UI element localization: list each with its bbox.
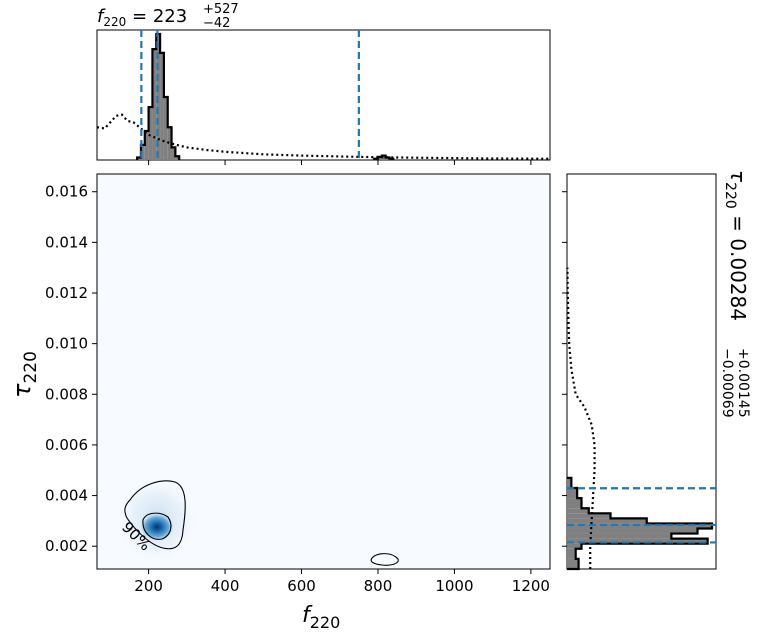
y-tick-label-4: 0.010: [45, 335, 88, 353]
top-marginal-panel: f220 = 223 +527 −42: [96, 2, 551, 165]
top-title-upper: +527: [203, 2, 239, 17]
top-hist-bar-10: [175, 156, 180, 160]
right-hist-bar-3: [567, 538, 708, 544]
y-tick-label-1: 0.004: [45, 487, 88, 505]
y-axis-subscript: 220: [21, 351, 41, 383]
density-core: [140, 513, 174, 541]
x-tick-label-1: 400: [211, 577, 240, 595]
y-tick-label-3: 0.008: [45, 385, 88, 403]
x-tick-label-5: 1200: [512, 577, 550, 595]
top-title-lower: −42: [203, 16, 230, 31]
y-axis-symbol: τ: [8, 383, 36, 398]
right-hist-bar-9: [567, 508, 589, 514]
right-hist-bar-1: [567, 548, 576, 559]
right-title-upper: +0.00145: [735, 348, 751, 418]
contour-inner: [142, 512, 172, 540]
right-quantile-lines: [567, 487, 716, 544]
contour-secondary: [370, 553, 399, 566]
right-hist-bar-11: [567, 487, 578, 499]
svg-text:τ220 = 0.00284: τ220 = 0.00284: [722, 170, 750, 321]
x-axis-symbol: f: [302, 603, 313, 628]
right-title-symbol: τ: [726, 170, 750, 183]
right-hist-bar-5: [567, 528, 698, 534]
x-axis-label: f220: [302, 603, 340, 632]
joint-y-ticks: 0.002 0.004 0.006 0.008 0.010 0.012 0.014 0.016: [45, 183, 97, 555]
right-title-subscript: 220: [722, 182, 738, 209]
right-hist-bar-4: [567, 533, 672, 539]
top-hist-bar-1: [140, 144, 145, 160]
top-hist-bar-4: [152, 49, 157, 161]
top-title-equals: =: [132, 6, 147, 27]
x-tick-label-0: 200: [134, 577, 163, 595]
right-title-lower: −0.00069: [719, 348, 735, 418]
top-title-subscript: 220: [103, 15, 126, 29]
x-tick-label-4: 1000: [435, 577, 473, 595]
top-hist-bar-3: [148, 107, 153, 160]
top-hist-bar-8: [167, 127, 172, 160]
y-tick-label-5: 0.012: [45, 284, 88, 302]
right-title-equals: =: [726, 215, 750, 232]
right-hist-bar-2: [567, 543, 582, 549]
right-hist-bar-10: [567, 498, 582, 509]
contour-outer: [124, 480, 186, 550]
joint-frame: [96, 173, 551, 570]
x-tick-label-2: 600: [287, 577, 316, 595]
top-hist-bar-6: [160, 52, 164, 160]
x-tick-label-3: 800: [364, 577, 393, 595]
top-hist-bar-13: [381, 155, 386, 160]
right-hist-bar-8: [567, 513, 611, 519]
right-marginal-panel: τ220 = 0.00284 +0.00145 −0.00069: [562, 170, 751, 571]
right-title-median: 0.00284: [726, 238, 750, 321]
top-title-symbol: f: [97, 6, 106, 27]
x-axis-subscript: 220: [310, 613, 341, 632]
right-prior-curve: [566, 267, 596, 569]
y-tick-label-2: 0.006: [45, 436, 88, 454]
y-tick-label-7: 0.016: [45, 183, 88, 201]
top-hist-bar-14: [385, 157, 390, 160]
top-hist-bar-9: [171, 147, 176, 160]
right-hist-bar-0: [567, 558, 579, 569]
y-tick-label-6: 0.014: [45, 233, 88, 251]
y-tick-label-0: 0.002: [45, 537, 88, 555]
right-marginal-title: τ220 = 0.00284 +0.00145 −0.00069: [719, 170, 751, 418]
top-hist-bar-0: [137, 157, 141, 160]
top-prior-curve: [96, 113, 551, 160]
joint-panel: 90% 200 400 600 800 1000 1200 0.0020.0040.006…: [8, 173, 551, 632]
top-marginal-title: f220 = 223: [97, 6, 187, 29]
top-title-median: 223: [153, 6, 187, 27]
top-hist-bar-2: [144, 131, 149, 160]
joint-x-ticks: 200 400 600 800 1000 1200: [134, 569, 550, 595]
right-y-ticks: [562, 191, 567, 547]
right-hist-bar-12: [567, 477, 572, 488]
top-hist-bar-7: [163, 97, 168, 160]
right-hist-bar-7: [567, 518, 647, 524]
top-hist-bar-12: [377, 156, 382, 160]
y-axis-label: τ220: [8, 351, 41, 398]
top-x-ticks: [148, 160, 532, 165]
